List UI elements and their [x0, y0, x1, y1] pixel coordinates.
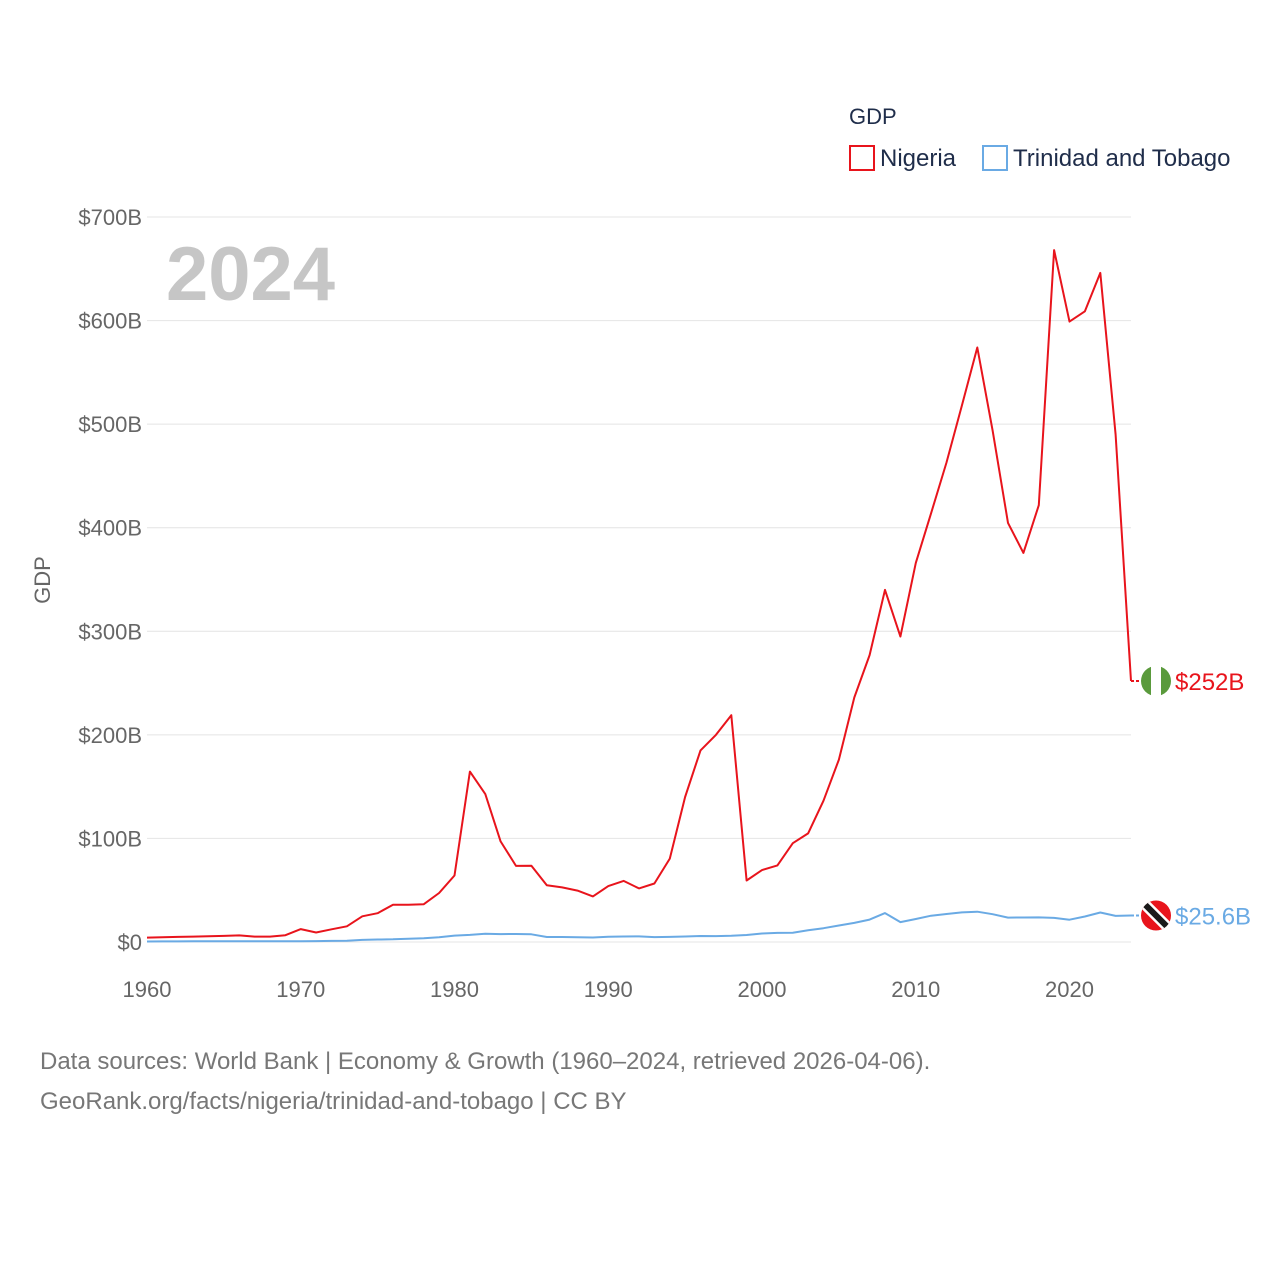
y-tick-label: $500B [78, 412, 142, 437]
year-watermark: 2024 [166, 232, 335, 317]
x-tick-label: 2010 [891, 977, 940, 1002]
y-tick-label: $400B [78, 516, 142, 541]
y-tick-label: $600B [78, 309, 142, 334]
end-value-label: $25.6B [1175, 903, 1251, 930]
x-tick-label: 2020 [1045, 977, 1094, 1002]
y-tick-label: $300B [78, 619, 142, 644]
legend-label-trinidad[interactable]: Trinidad and Tobago [1013, 145, 1231, 172]
x-tick-label: 1980 [430, 977, 479, 1002]
x-tick-label: 1990 [584, 977, 633, 1002]
footer-link[interactable]: GeoRank.org/facts/nigeria/trinidad-and-t… [40, 1088, 627, 1115]
y-tick-label: $200B [78, 723, 142, 748]
y-tick-label: $100B [78, 826, 142, 851]
trinidad-flag-icon [1141, 900, 1171, 931]
gridlines [147, 216, 1131, 943]
legend-label-nigeria[interactable]: Nigeria [880, 145, 957, 172]
legend-title: GDP [849, 104, 897, 129]
series-line-nigeria[interactable] [146, 249, 1132, 939]
x-tick-label: 2000 [738, 977, 787, 1002]
legend-swatch-trinidad[interactable] [982, 145, 1008, 171]
y-axis-title: GDP [30, 556, 55, 604]
x-tick-label: 1970 [276, 977, 325, 1002]
x-tick-label: 1960 [123, 977, 172, 1002]
end-markers: $252B $25.6B [1131, 666, 1251, 931]
y-axis-ticks: $0 $100B $200B $300B $400B $500B $600B $700B [78, 205, 142, 955]
nigeria-flag-icon [1141, 666, 1171, 696]
y-tick-label: $0 [118, 930, 142, 955]
end-value-label: $252B [1175, 669, 1244, 696]
series-lines [146, 249, 1132, 943]
footer: Data sources: World Bank | Economy & Gro… [40, 1042, 930, 1122]
series-line-trinidad[interactable] [146, 910, 1132, 943]
y-tick-label: $700B [78, 205, 142, 230]
legend-swatch-nigeria[interactable] [849, 145, 875, 171]
x-axis-ticks: 1960 1970 1980 1990 2000 2010 2020 [123, 977, 1094, 1002]
footer-sources: Data sources: World Bank | Economy & Gro… [40, 1048, 931, 1075]
gdp-line-chart: GDP Nigeria Trinidad and Tobago 2024 GDP… [30, 104, 1251, 1002]
